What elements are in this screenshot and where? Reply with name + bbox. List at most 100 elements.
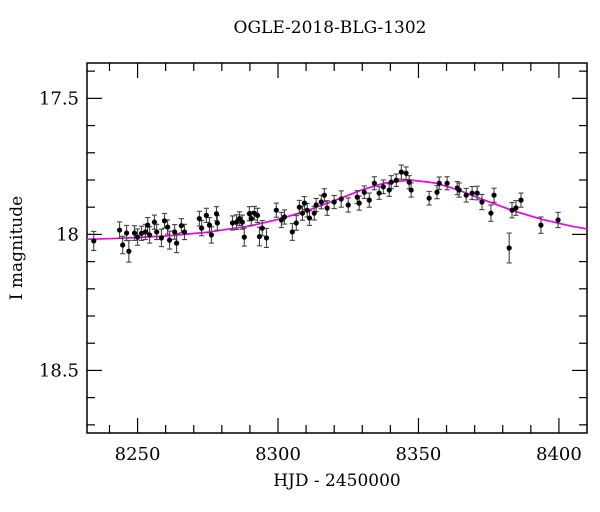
data-point (273, 207, 279, 213)
data-point (181, 229, 188, 235)
data-point (178, 223, 184, 229)
data-point (91, 238, 97, 244)
data-point (513, 205, 519, 211)
plot-box (86, 62, 588, 434)
data-point (313, 202, 319, 208)
data-point (376, 190, 382, 196)
data-point (213, 211, 220, 217)
x-tick-label: 8250 (115, 444, 161, 465)
data-point (463, 192, 469, 198)
data-point (356, 200, 362, 206)
data-point (229, 220, 236, 226)
data-point (138, 230, 145, 236)
data-points-layer (91, 169, 561, 254)
data-point (126, 248, 132, 254)
data-point (469, 190, 475, 196)
data-point (434, 189, 440, 195)
data-point (120, 242, 126, 248)
data-point (301, 200, 308, 206)
data-point (321, 192, 327, 198)
data-point (161, 218, 168, 224)
data-point (199, 225, 205, 231)
data-point (172, 229, 178, 235)
data-point (293, 220, 299, 226)
data-point (124, 230, 130, 236)
y-tick-label: 17.5 (39, 88, 79, 109)
x-axis-label: HJD - 2450000 (273, 471, 401, 491)
data-point (444, 180, 450, 186)
data-point (203, 212, 209, 218)
data-point (408, 187, 414, 193)
data-point (331, 199, 337, 205)
data-point (386, 187, 392, 193)
data-point (246, 211, 252, 217)
data-point (206, 222, 213, 228)
data-point (306, 215, 313, 221)
data-point (299, 210, 306, 216)
data-point (555, 217, 561, 223)
data-point (214, 220, 220, 226)
data-point (311, 210, 317, 216)
data-point (304, 207, 310, 213)
data-point (403, 170, 409, 176)
data-point (361, 189, 367, 195)
y-axis-label: I magnitude (7, 196, 27, 300)
data-point (324, 205, 330, 211)
data-point (241, 234, 247, 240)
chart-title: OGLE-2018-BLG-1302 (234, 18, 427, 38)
data-point (456, 187, 462, 193)
data-point (248, 216, 254, 222)
x-tick-label: 8400 (536, 444, 582, 465)
data-point (491, 192, 497, 198)
data-point (398, 169, 404, 175)
data-point (289, 229, 295, 235)
data-point (426, 195, 432, 201)
data-point (371, 180, 377, 186)
data-point (474, 190, 480, 196)
data-point (239, 219, 245, 225)
data-point (488, 210, 494, 216)
data-point (354, 194, 360, 200)
data-point (388, 179, 394, 185)
data-point (145, 222, 151, 228)
data-point (233, 219, 240, 225)
data-point (154, 229, 160, 235)
data-point (436, 180, 442, 186)
data-point (165, 224, 171, 230)
data-point (174, 240, 180, 246)
data-point (380, 184, 386, 190)
data-point (479, 199, 485, 205)
data-point (338, 196, 344, 202)
data-point (393, 177, 399, 183)
data-point (263, 235, 270, 241)
data-point (151, 219, 158, 225)
data-point (256, 233, 263, 240)
data-point (345, 202, 351, 208)
data-point (538, 222, 544, 228)
plot-box-frame (86, 62, 588, 434)
data-point (142, 229, 149, 235)
data-point (208, 232, 215, 238)
data-point (296, 204, 302, 210)
data-point (134, 234, 141, 240)
y-tick-label: 18 (56, 224, 79, 245)
data-point (259, 225, 265, 231)
data-point (116, 227, 123, 233)
data-point (131, 230, 138, 236)
data-point (196, 216, 202, 222)
data-point (254, 212, 261, 218)
x-tick-label: 8350 (396, 444, 442, 465)
y-tick-label: 18.5 (39, 360, 79, 381)
x-tick-label: 8300 (255, 444, 301, 465)
data-point (166, 237, 173, 243)
data-point (281, 214, 288, 220)
data-point (318, 199, 324, 205)
data-point (518, 197, 524, 203)
axis-ticks (87, 63, 587, 433)
data-point (236, 216, 243, 222)
data-point (158, 235, 165, 241)
data-point (366, 197, 372, 203)
data-point (147, 232, 153, 238)
